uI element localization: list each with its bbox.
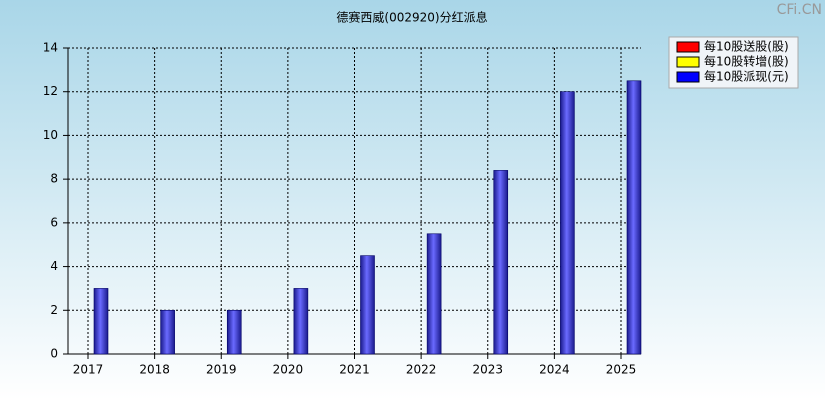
y-tick-label: 2 (50, 303, 58, 317)
x-tick-label: 2017 (73, 363, 104, 377)
x-tick-label: 2025 (606, 363, 637, 377)
bar (93, 288, 109, 355)
bar (560, 91, 575, 355)
y-tick-label: 12 (43, 84, 58, 98)
chart-title: 德赛西威(002920)分红派息 (336, 10, 487, 25)
bar (626, 80, 642, 355)
legend-label: 每10股派现(元) (704, 69, 789, 84)
watermark: CFi.CN (777, 2, 822, 18)
y-tick-label: 10 (43, 128, 58, 142)
legend: 每10股送股(股)每10股转增(股)每10股派现(元) (668, 36, 799, 89)
legend-swatch (676, 71, 700, 83)
x-tick-label: 2019 (206, 363, 237, 377)
bar (493, 170, 509, 355)
y-tick-label: 6 (50, 215, 58, 229)
x-tick-label: 2021 (339, 363, 370, 377)
y-tick-label: 4 (50, 259, 58, 273)
y-tick-label: 0 (50, 347, 58, 361)
x-tick-label: 2018 (139, 363, 170, 377)
bar (293, 288, 309, 355)
x-tick-label: 2022 (406, 363, 437, 377)
y-tick-label: 14 (43, 41, 58, 55)
bar (426, 233, 442, 355)
x-tick-label: 2024 (539, 363, 570, 377)
x-tick-label: 2023 (472, 363, 503, 377)
legend-swatch (676, 56, 700, 68)
legend-label: 每10股转增(股) (704, 54, 789, 69)
y-tick-label: 8 (50, 172, 58, 186)
x-tick-label: 2020 (273, 363, 304, 377)
legend-label: 每10股送股(股) (704, 39, 789, 54)
bar (360, 255, 375, 355)
bar (160, 309, 175, 355)
legend-swatch (676, 41, 700, 53)
bar (226, 309, 242, 355)
